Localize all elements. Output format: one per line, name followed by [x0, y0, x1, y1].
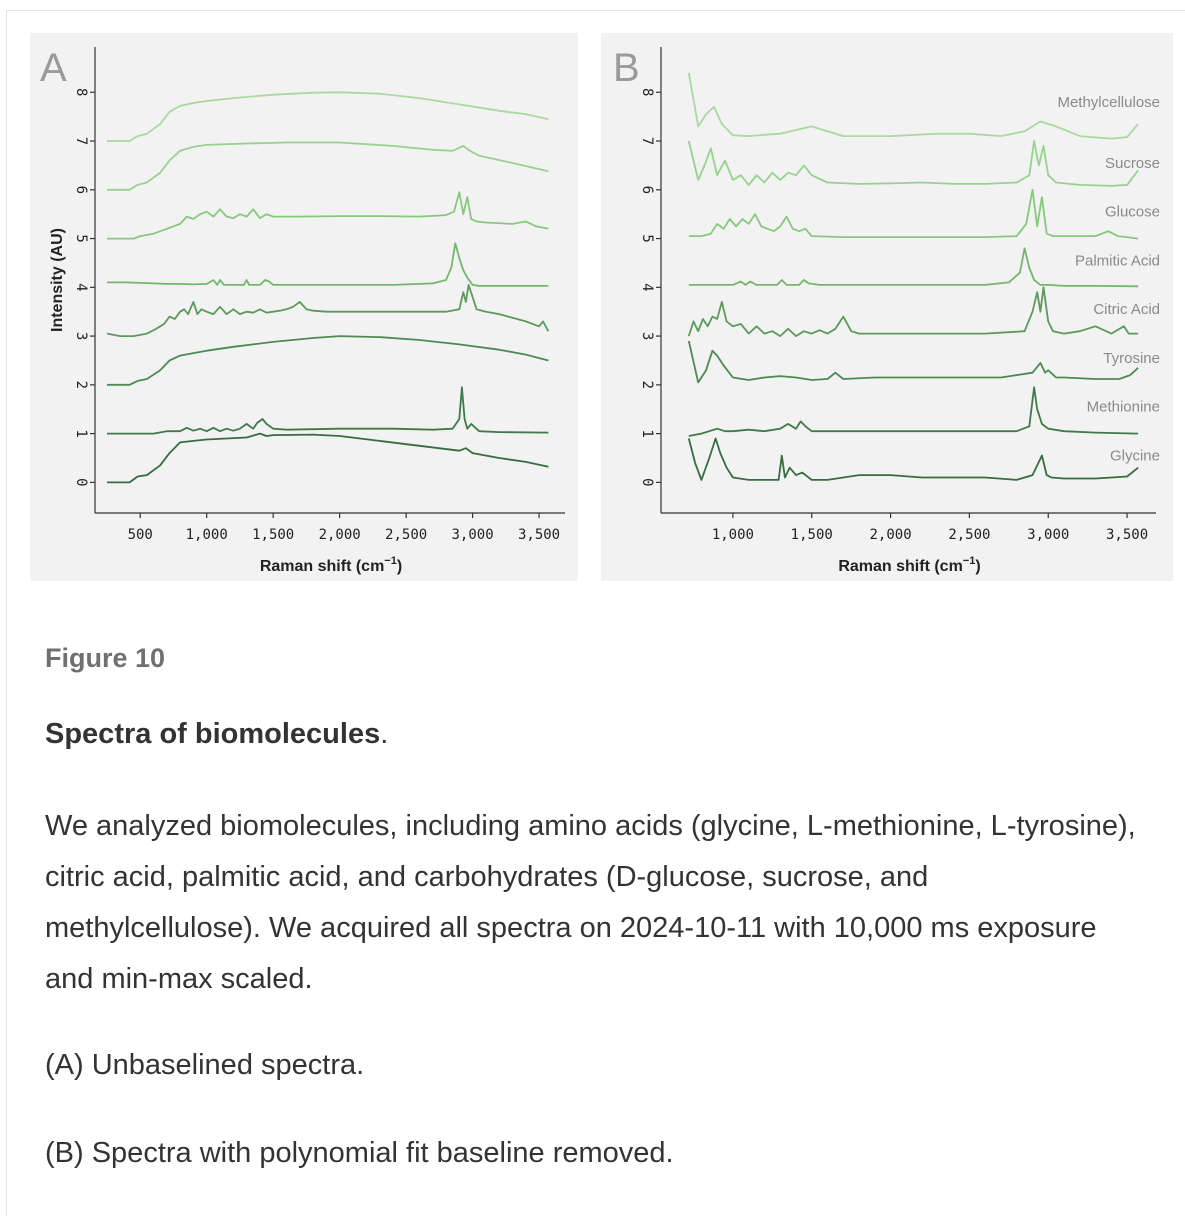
series-label: Glycine — [1110, 447, 1160, 464]
series-line — [687, 340, 1139, 384]
figure-frame — [6, 10, 1185, 1216]
x-tick-label: 3,000 — [1027, 527, 1069, 543]
y-tick-label: 4 — [639, 283, 655, 291]
series-line — [107, 191, 549, 240]
series-line — [107, 386, 549, 435]
y-tick-label: 1 — [73, 429, 89, 437]
x-tick-label: 1,000 — [186, 527, 228, 543]
panel-letter: B — [613, 46, 640, 90]
figure-label: Figure 10 — [45, 643, 166, 673]
series-label: Methylcellulose — [1057, 94, 1160, 111]
chart-a-svg: A 0 1 2 3 4 5 6 7 8 500 1,000 1,500 2,000 2,500 3,000 3,… — [40, 46, 565, 575]
x-tick-label: 3,500 — [518, 527, 560, 543]
y-tick-label: 4 — [73, 283, 89, 291]
y-tick-label: 0 — [73, 478, 89, 486]
y-tick-label: 8 — [73, 88, 89, 96]
y-tick-label: 7 — [73, 137, 89, 145]
series-label: Palmitic Acid — [1075, 252, 1160, 269]
y-tick-label: 6 — [639, 186, 655, 194]
x-tick-label: 2,500 — [385, 527, 427, 543]
series-line — [688, 188, 1139, 240]
panel-a-caption: (A) Unbaselined spectra. — [45, 1049, 365, 1081]
figure-title: Spectra of biomolecules. — [45, 718, 1145, 751]
x-tick-label: 1,500 — [252, 527, 294, 543]
y-tick-label: 3 — [639, 332, 655, 340]
y-tick-label: 7 — [639, 137, 655, 145]
x-axis-title: Raman shift (cm−1) — [260, 555, 402, 575]
y-tick-label: 2 — [639, 381, 655, 389]
series-line — [687, 286, 1139, 337]
series-label: Glucose — [1105, 204, 1160, 221]
series-line — [107, 242, 549, 287]
series-label: Methionine — [1087, 399, 1160, 416]
x-tick-label: 3,500 — [1106, 527, 1148, 543]
series-line — [106, 284, 550, 337]
figure-title-suffix: . — [380, 718, 389, 750]
series-line — [688, 386, 1139, 437]
y-tick-label: 6 — [73, 186, 89, 194]
series-line — [688, 247, 1139, 288]
series-line — [687, 140, 1139, 187]
x-tick-label: 2,500 — [948, 527, 990, 543]
x-tick-label: 3,000 — [452, 527, 494, 543]
series-label: Citric Acid — [1093, 301, 1160, 318]
y-tick-label: 3 — [73, 332, 89, 340]
panel-b-caption: (B) Spectra with polynomial fit baseline… — [45, 1137, 674, 1169]
y-tick-label: 1 — [639, 429, 655, 437]
panel-a: A 0 1 2 3 4 5 6 7 8 500 1,000 1,500 2,000 2,500 3,000 3,… — [30, 33, 578, 581]
x-axis-title: Raman shift (cm−1) — [838, 555, 980, 575]
series-line — [687, 437, 1139, 481]
y-axis-title: Intensity (AU) — [49, 228, 66, 332]
series-line — [107, 335, 549, 386]
chart-b-svg: B 0 1 2 3 4 5 6 7 8 1,000 1,500 2,000 2,500 3,000 3,500… — [613, 46, 1160, 575]
series-line — [687, 72, 1139, 140]
panel-letter: A — [40, 46, 67, 90]
figure-description: We analyzed biomolecules, including amin… — [45, 810, 1136, 995]
x-tick-label: 1,500 — [791, 527, 833, 543]
y-tick-label: 0 — [639, 478, 655, 486]
series-label: Sucrose — [1105, 155, 1160, 172]
y-tick-label: 8 — [639, 88, 655, 96]
series-line — [107, 432, 549, 484]
figure-title-text: Spectra of biomolecules — [45, 718, 381, 750]
series-line — [107, 141, 549, 191]
panel-b: B 0 1 2 3 4 5 6 7 8 1,000 1,500 2,000 2,500 3,000 3,500… — [601, 33, 1173, 581]
x-tick-label: 500 — [128, 527, 153, 543]
y-tick-label: 5 — [639, 234, 655, 242]
y-tick-label: 2 — [73, 381, 89, 389]
x-tick-label: 2,000 — [870, 527, 912, 543]
series-label: Tyrosine — [1103, 350, 1160, 367]
series-line — [107, 91, 549, 142]
y-tick-label: 5 — [73, 234, 89, 242]
x-tick-label: 2,000 — [319, 527, 361, 543]
x-tick-label: 1,000 — [712, 527, 754, 543]
